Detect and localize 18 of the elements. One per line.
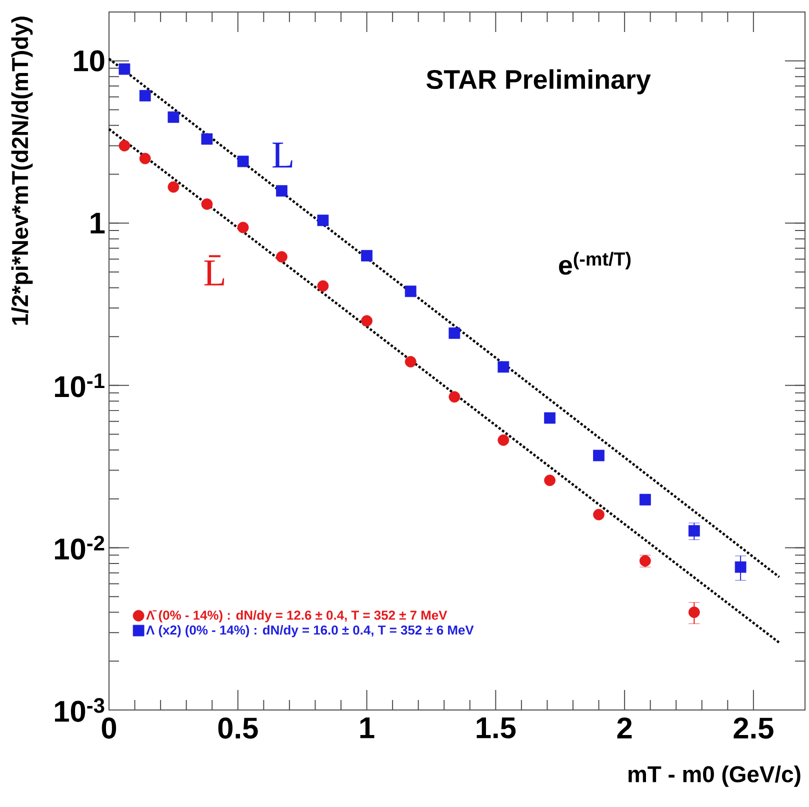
y-tick-label: 10: [74, 50, 104, 72]
x-tick-label: 2.5: [734, 718, 774, 739]
x-tick-label: 1.5: [476, 718, 516, 738]
y-tick-label: 1: [90, 212, 105, 234]
legend-label: Λ̄ (0% - 14%) : dN/dy = 12.6 ± 0.4, T = 352 ± 7 MeV: [146, 610, 448, 622]
annotation: e$^{(-mt/T)}$: [559, 252, 631, 275]
annotation: L̄: [204, 255, 224, 286]
legend-label: Λ (x2) (0% - 14%) : dN/dy = 16.0 ± 0.4, T = 352 ± 6 MeV: [146, 625, 474, 638]
x-tick-label: 0.5: [218, 718, 258, 739]
y-axis-title: 1/2*pi*Nev*mT(d2N/d(mT)dy): [11, 16, 33, 325]
x-tick-label: 1: [360, 718, 374, 738]
y-tick-label: 10$^{-2}$: [55, 536, 104, 560]
x-tick-label: 2: [617, 718, 632, 738]
x-tick-label: 0: [102, 718, 116, 739]
annotation: STAR Preliminary: [426, 69, 651, 94]
y-tick-label: 10$^{-1}$: [55, 374, 104, 398]
x-axis-title: mT - m0 (GeV/c): [628, 766, 800, 787]
annotation: L: [272, 142, 292, 168]
